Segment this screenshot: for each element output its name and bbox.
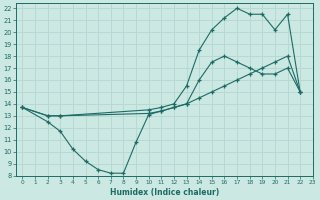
X-axis label: Humidex (Indice chaleur): Humidex (Indice chaleur)	[110, 188, 219, 197]
